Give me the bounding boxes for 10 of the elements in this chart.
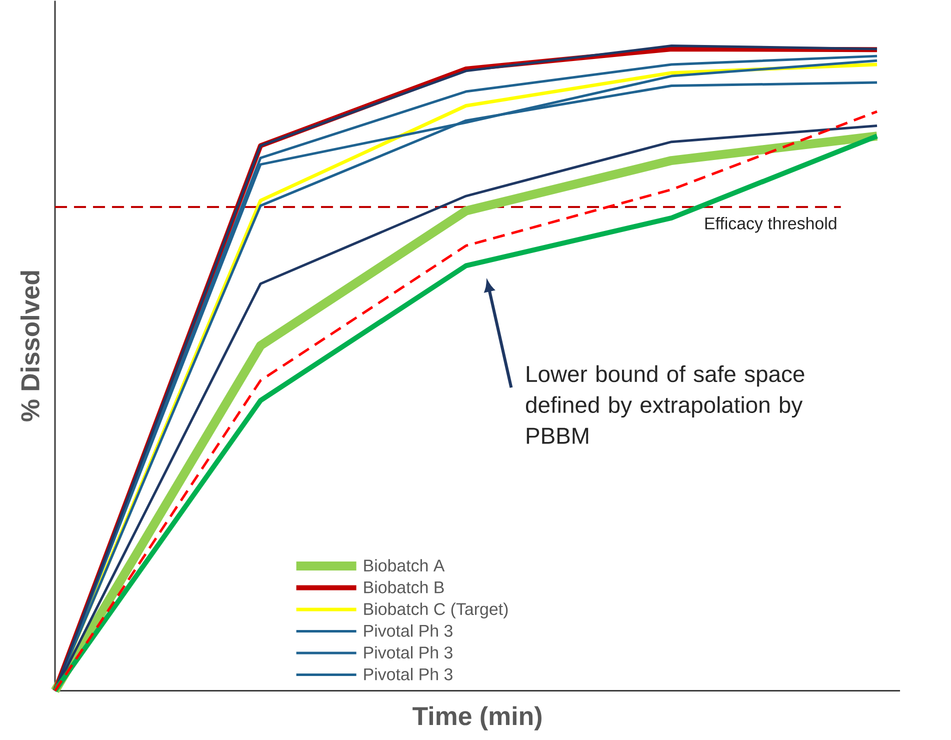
legend-label: Biobatch B [364, 581, 444, 594]
legend-label: Biobatch C (Target) [364, 602, 508, 619]
legend-label: Pivotal Ph 3 [364, 624, 452, 637]
legend-label: Pivotal Ph 3 [364, 668, 452, 680]
legend-label: Biobatch A [364, 559, 445, 572]
annotation: Lower bound of safe space defined by extrapolation by PBBM [526, 365, 804, 444]
ref-line-label: Efficacy threshold [705, 217, 836, 233]
x-axis-title: Time (min) [412, 706, 542, 731]
y-axis-title: % Dissolved [20, 271, 40, 422]
legend-label: Pivotal Ph 3 [364, 646, 452, 659]
